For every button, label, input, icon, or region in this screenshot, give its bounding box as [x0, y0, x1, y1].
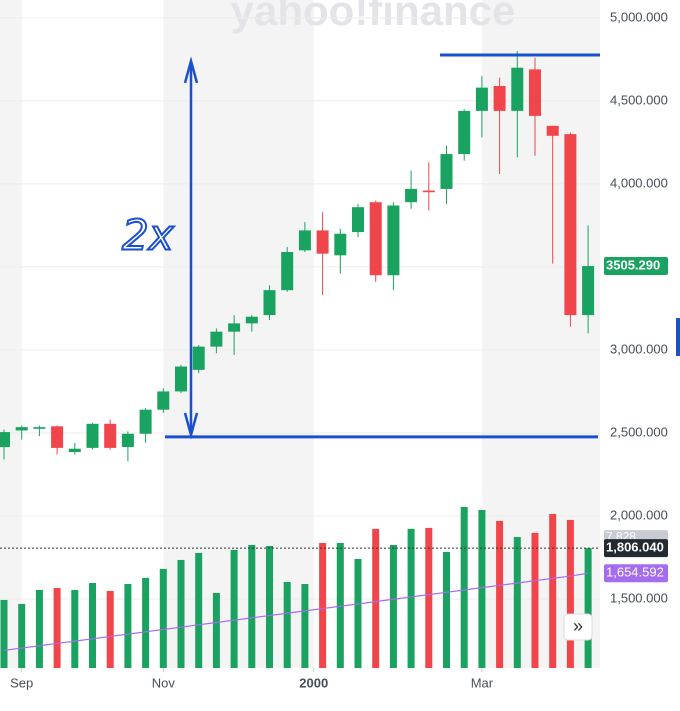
candle-body	[334, 233, 347, 256]
volume-bar	[212, 592, 220, 668]
candle-body	[440, 154, 453, 189]
y-tick-label: 2,500.000	[610, 424, 668, 439]
x-tick-label: Nov	[152, 675, 176, 690]
x-tick-label: Sep	[10, 675, 33, 690]
candle-body	[263, 290, 276, 316]
volume-bar	[71, 589, 79, 668]
volume-bar	[89, 583, 96, 668]
candle-body	[564, 134, 577, 316]
candle-body	[192, 346, 205, 370]
volume-bar	[35, 589, 43, 668]
candle-body	[458, 110, 471, 155]
volume-bar	[584, 548, 592, 668]
volume-bar	[230, 549, 238, 668]
volume-bar	[513, 537, 521, 668]
expand-icon[interactable]: »	[573, 616, 583, 636]
candle-body	[139, 409, 152, 434]
candle-body	[121, 433, 134, 448]
candle-body	[281, 251, 294, 291]
candle-body	[582, 266, 595, 316]
volume-bar	[478, 509, 486, 668]
y-tick-label: 5,000.000	[610, 9, 668, 24]
annotation-arrowhead	[183, 412, 199, 440]
x-tick-label: Mar	[471, 675, 494, 690]
candle-body	[228, 323, 241, 332]
volume-bar	[566, 519, 574, 668]
candle-body	[175, 366, 187, 392]
volume-bar	[124, 584, 132, 668]
volume-bar	[354, 558, 362, 668]
expand-button[interactable]	[563, 613, 593, 641]
volume-bar	[142, 577, 150, 668]
candle-body	[316, 230, 329, 254]
candle-body	[245, 316, 258, 324]
volume-bar	[319, 542, 327, 668]
candle-body	[210, 331, 223, 347]
volume-bar	[159, 568, 167, 668]
x-tick-label: 2000	[299, 675, 328, 690]
candle-body	[352, 207, 364, 233]
annotation-arrowhead	[183, 56, 199, 84]
y-tick-label: 2,000.000	[610, 507, 668, 522]
volume-bar	[336, 542, 344, 668]
volume-bar	[460, 506, 468, 668]
month-band	[163, 0, 314, 668]
candle-body	[157, 391, 170, 410]
volume-average-line	[3, 572, 589, 651]
candle-body	[68, 448, 81, 453]
volume-bar	[177, 559, 185, 668]
volume-bar	[283, 582, 291, 668]
volume-bar	[248, 544, 256, 668]
candle-body	[405, 188, 418, 203]
y-tick-label: 4,000.000	[610, 175, 668, 190]
volume-bar	[195, 552, 203, 668]
y-tick-label: 1,500.000	[610, 590, 668, 605]
candle-body	[511, 67, 524, 111]
candle-body	[475, 87, 488, 111]
volume-bar	[443, 551, 450, 668]
candle-body	[33, 427, 46, 429]
scroll-handle[interactable]	[676, 318, 680, 356]
last-price-label: 3505.290	[606, 257, 660, 272]
volume-bar	[106, 590, 114, 668]
candle-body	[298, 230, 311, 251]
average-label-box	[604, 564, 668, 583]
volume-bar	[372, 528, 380, 668]
y-tick-label: 4,500.000	[610, 92, 668, 107]
candle-body	[104, 423, 117, 448]
watermark: yahoo!finance	[231, 0, 516, 34]
last-volume-box	[604, 539, 668, 558]
volume-bar	[266, 545, 273, 668]
candle-body	[546, 125, 559, 136]
candle-body	[86, 423, 99, 448]
candle-body	[387, 205, 400, 276]
volume-bar	[407, 528, 415, 668]
candle-body	[422, 190, 435, 193]
volume-bar	[549, 513, 557, 668]
volume-bar	[425, 527, 433, 668]
candle-body	[493, 85, 506, 111]
y-tick-label: 3,000.000	[610, 341, 668, 356]
candle-body	[51, 426, 64, 448]
last-price-box	[604, 257, 668, 276]
candle-body	[0, 432, 10, 448]
volume-bar	[53, 587, 61, 668]
candle-body	[369, 202, 382, 276]
volume-bar	[0, 599, 8, 668]
volume-bar	[496, 520, 504, 668]
month-band	[0, 0, 22, 668]
volume-bar	[301, 584, 309, 668]
volume-bar	[531, 532, 539, 668]
last-volume-label: 1,806.040	[606, 540, 664, 555]
annotation-text: 2x	[122, 211, 175, 260]
volume-bar	[389, 544, 397, 668]
candle-body	[529, 69, 541, 116]
volume-bar	[18, 603, 26, 668]
average-label: 1,654.592	[606, 565, 664, 580]
candle-body	[15, 427, 28, 431]
